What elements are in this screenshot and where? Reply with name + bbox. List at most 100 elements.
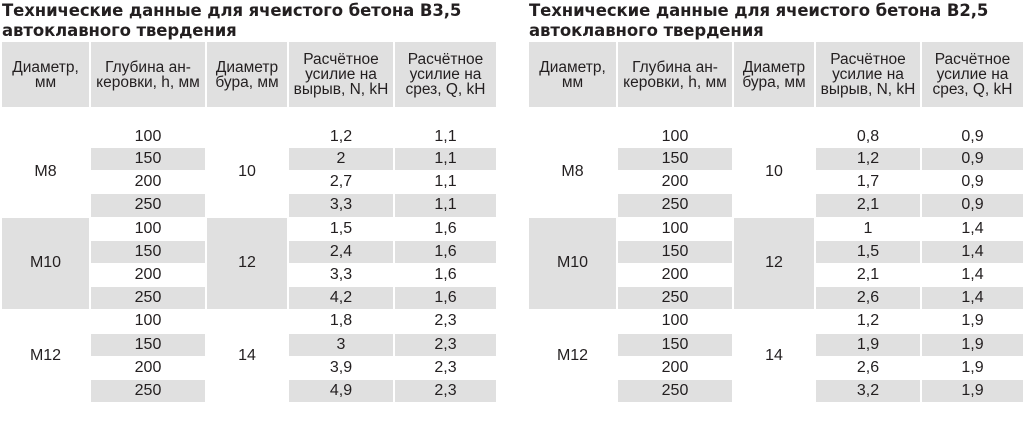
cell-shear-force: 2,3 <box>394 356 496 380</box>
cell-shear-force: 1,4 <box>921 217 1023 241</box>
cell-drill-diameter: 12 <box>733 217 816 311</box>
table-body: М8 100 10 0,8 0,9 150 1,2 0,9 200 1,7 0,9 250 2,1 0,9… <box>529 117 1023 404</box>
cell-anchor-depth: 250 <box>90 193 207 218</box>
table-row: 250 4,9 2,3 <box>2 379 496 404</box>
table-row: 250 3,3 1,1 <box>2 193 496 218</box>
cell-pullout-force: 1,9 <box>815 333 922 357</box>
table-row: М12 100 14 1,8 2,3 <box>2 309 496 404</box>
cell-shear-force: 1,1 <box>394 147 496 172</box>
cell-pullout-force: 3 <box>288 333 395 357</box>
cell-drill-diameter: 10 <box>206 117 289 218</box>
table-row: 200 3,3 1,6 <box>2 263 496 288</box>
table-row: М8 100 10 1,2 1,1 <box>2 117 496 218</box>
cell-pullout-force: 1,5 <box>815 240 922 264</box>
cell-shear-force: 1,6 <box>394 217 496 241</box>
cell-anchor-depth: 200 <box>617 356 734 380</box>
cell-drill-diameter: 10 <box>733 117 816 218</box>
cell-shear-force: 1,4 <box>921 240 1023 264</box>
table-row: М10 100 12 1,5 1,6 <box>2 217 496 311</box>
header-anchor-depth: Глубина ан-керовки, h, мм <box>90 42 207 117</box>
cell-pullout-force: 2,1 <box>815 263 922 288</box>
table-row: 200 2,1 1,4 <box>529 263 1023 288</box>
cell-pullout-force: 2,4 <box>288 240 395 264</box>
cell-shear-force: 1,4 <box>921 286 1023 311</box>
cell-anchor-depth: 200 <box>90 263 207 288</box>
table-title: Технические данные для ячеистого бетона … <box>2 0 496 42</box>
table-row: 150 1,2 0,9 <box>529 147 1023 172</box>
cell-anchor-depth: 250 <box>617 193 734 218</box>
cell-drill-diameter: 14 <box>206 309 289 404</box>
cell-anchor-depth: 150 <box>617 147 734 172</box>
cell-shear-force: 1,6 <box>394 286 496 311</box>
table-title-line-2: автоклавного твердения <box>529 21 764 40</box>
cell-shear-force: 1,9 <box>921 333 1023 357</box>
anchor-data-table: Диаметр, мм Глубина ан-керовки, h, мм Ди… <box>529 42 1023 404</box>
cell-anchor-depth: 150 <box>617 240 734 264</box>
table-row: 200 1,7 0,9 <box>529 170 1023 195</box>
cell-diameter: М12 <box>529 309 618 404</box>
cell-anchor-depth: 150 <box>617 333 734 357</box>
table-row: 150 3 2,3 <box>2 333 496 357</box>
cell-anchor-depth: 250 <box>617 286 734 311</box>
cell-diameter: М12 <box>2 309 91 404</box>
cell-diameter: М8 <box>2 117 91 218</box>
table-title: Технические данные для ячеистого бетона … <box>529 0 1023 42</box>
cell-pullout-force: 2,1 <box>815 193 922 218</box>
cell-pullout-force: 2 <box>288 147 395 172</box>
cell-anchor-depth: 100 <box>90 217 207 241</box>
cell-anchor-depth: 200 <box>617 263 734 288</box>
table-title-line-2: автоклавного твердения <box>2 21 237 40</box>
table-header: Диаметр, мм Глубина ан-керовки, h, мм Ди… <box>529 42 1023 117</box>
cell-pullout-force: 2,6 <box>815 356 922 380</box>
cell-shear-force: 1,1 <box>394 193 496 218</box>
cell-shear-force: 1,1 <box>394 117 496 148</box>
table-panel-b35: Технические данные для ячеистого бетона … <box>2 0 496 404</box>
cell-shear-force: 0,9 <box>921 193 1023 218</box>
cell-pullout-force: 2,6 <box>815 286 922 311</box>
table-row: 250 2,1 0,9 <box>529 193 1023 218</box>
cell-pullout-force: 1 <box>815 217 922 241</box>
table-row: 200 3,9 2,3 <box>2 356 496 380</box>
header-shear-force: Расчётное усилие на срез, Q, kH <box>394 42 496 117</box>
cell-pullout-force: 4,2 <box>288 286 395 311</box>
table-row: 150 1,5 1,4 <box>529 240 1023 264</box>
table-body: М8 100 10 1,2 1,1 150 2 1,1 200 2,7 1,1 250 3,3 1,1 М1… <box>2 117 496 404</box>
cell-anchor-depth: 250 <box>90 379 207 404</box>
cell-pullout-force: 2,7 <box>288 170 395 195</box>
cell-shear-force: 1,1 <box>394 170 496 195</box>
header-drill-diameter: Диаметр бура, мм <box>206 42 289 117</box>
table-row: 250 4,2 1,6 <box>2 286 496 311</box>
cell-anchor-depth: 150 <box>90 240 207 264</box>
cell-anchor-depth: 200 <box>90 170 207 195</box>
table-title-line-1: Технические данные для ячеистого бетона … <box>2 1 462 20</box>
cell-anchor-depth: 100 <box>617 117 734 148</box>
cell-anchor-depth: 200 <box>617 170 734 195</box>
cell-pullout-force: 1,8 <box>288 309 395 334</box>
anchor-data-table: Диаметр, мм Глубина ан-керовки, h, мм Ди… <box>2 42 496 404</box>
table-title-line-1: Технические данные для ячеистого бетона … <box>529 1 989 20</box>
cell-shear-force: 0,9 <box>921 170 1023 195</box>
cell-pullout-force: 1,5 <box>288 217 395 241</box>
header-anchor-depth: Глубина ан-керовки, h, мм <box>617 42 734 117</box>
header-diameter: Диаметр, мм <box>2 42 91 117</box>
cell-anchor-depth: 200 <box>90 356 207 380</box>
table-row: М8 100 10 0,8 0,9 <box>529 117 1023 218</box>
table-row: 200 2,6 1,9 <box>529 356 1023 380</box>
cell-anchor-depth: 100 <box>90 117 207 148</box>
cell-shear-force: 1,6 <box>394 263 496 288</box>
cell-pullout-force: 0,8 <box>815 117 922 148</box>
header-pullout-force: Расчётное усилие на вырыв, N, kH <box>288 42 395 117</box>
cell-pullout-force: 1,2 <box>815 309 922 334</box>
cell-anchor-depth: 250 <box>90 286 207 311</box>
cell-pullout-force: 3,3 <box>288 263 395 288</box>
cell-pullout-force: 3,2 <box>815 379 922 404</box>
table-row: 150 2,4 1,6 <box>2 240 496 264</box>
cell-pullout-force: 1,2 <box>288 117 395 148</box>
cell-diameter: М10 <box>2 217 91 311</box>
cell-drill-diameter: 14 <box>733 309 816 404</box>
cell-shear-force: 2,3 <box>394 379 496 404</box>
cell-pullout-force: 3,3 <box>288 193 395 218</box>
header-diameter: Диаметр, мм <box>529 42 618 117</box>
header-drill-diameter: Диаметр бура, мм <box>733 42 816 117</box>
table-panel-b25: Технические данные для ячеистого бетона … <box>529 0 1023 404</box>
